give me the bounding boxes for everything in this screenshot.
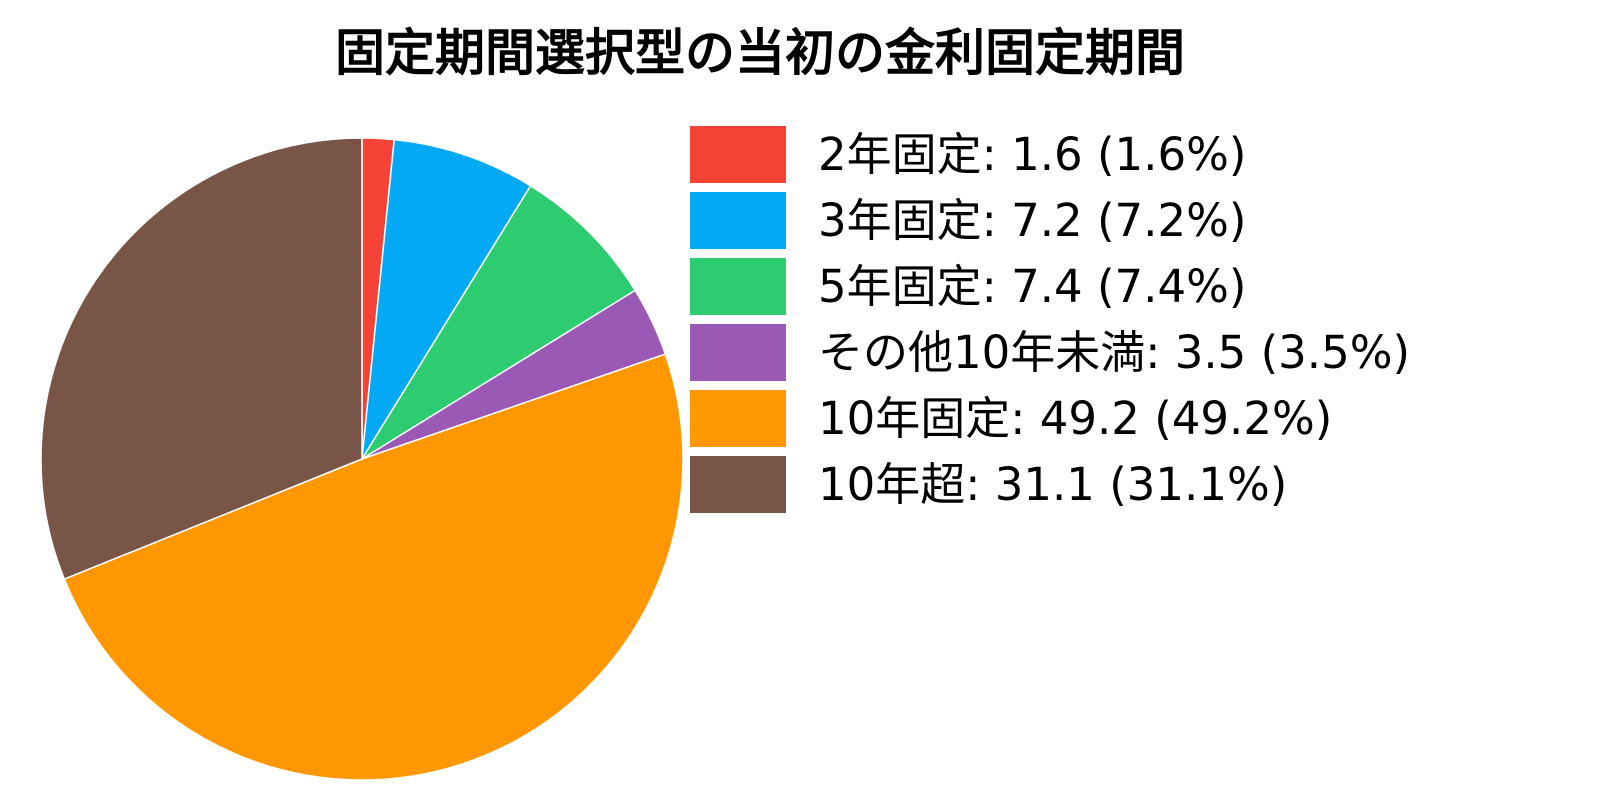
legend-item-2yr: 2年固定: 1.6 (1.6%) bbox=[690, 121, 1410, 187]
legend-item-10yr: 10年固定: 49.2 (49.2%) bbox=[690, 385, 1410, 451]
legend: 2年固定: 1.6 (1.6%) 3年固定: 7.2 (7.2%) 5年固定: … bbox=[690, 121, 1410, 517]
legend-swatch bbox=[690, 257, 786, 315]
legend-label: 3年固定: 7.2 (7.2%) bbox=[818, 193, 1247, 247]
legend-swatch bbox=[690, 455, 786, 513]
legend-label: 2年固定: 1.6 (1.6%) bbox=[818, 127, 1247, 181]
legend-label: 10年固定: 49.2 (49.2%) bbox=[818, 391, 1333, 445]
legend-swatch bbox=[690, 323, 786, 381]
chart-title: 固定期間選択型の当初の金利固定期間 bbox=[335, 24, 1185, 82]
pie-slice-over-10yr bbox=[40, 137, 363, 580]
pie-slices bbox=[40, 137, 684, 781]
legend-label: 5年固定: 7.4 (7.4%) bbox=[818, 259, 1247, 313]
legend-label: その他10年未満: 3.5 (3.5%) bbox=[818, 325, 1411, 379]
pie-slice-10yr bbox=[63, 353, 684, 781]
legend-label: 10年超: 31.1 (31.1%) bbox=[818, 457, 1288, 511]
legend-swatch bbox=[690, 125, 786, 183]
legend-swatch bbox=[690, 191, 786, 249]
legend-item-over-10yr: 10年超: 31.1 (31.1%) bbox=[690, 451, 1410, 517]
legend-item-3yr: 3年固定: 7.2 (7.2%) bbox=[690, 187, 1410, 253]
pie-slice-5yr bbox=[361, 185, 636, 460]
pie-slice-3yr bbox=[361, 138, 532, 460]
legend-item-other-under-10yr: その他10年未満: 3.5 (3.5%) bbox=[690, 319, 1410, 385]
legend-swatch bbox=[690, 389, 786, 447]
legend-item-5yr: 5年固定: 7.4 (7.4%) bbox=[690, 253, 1410, 319]
